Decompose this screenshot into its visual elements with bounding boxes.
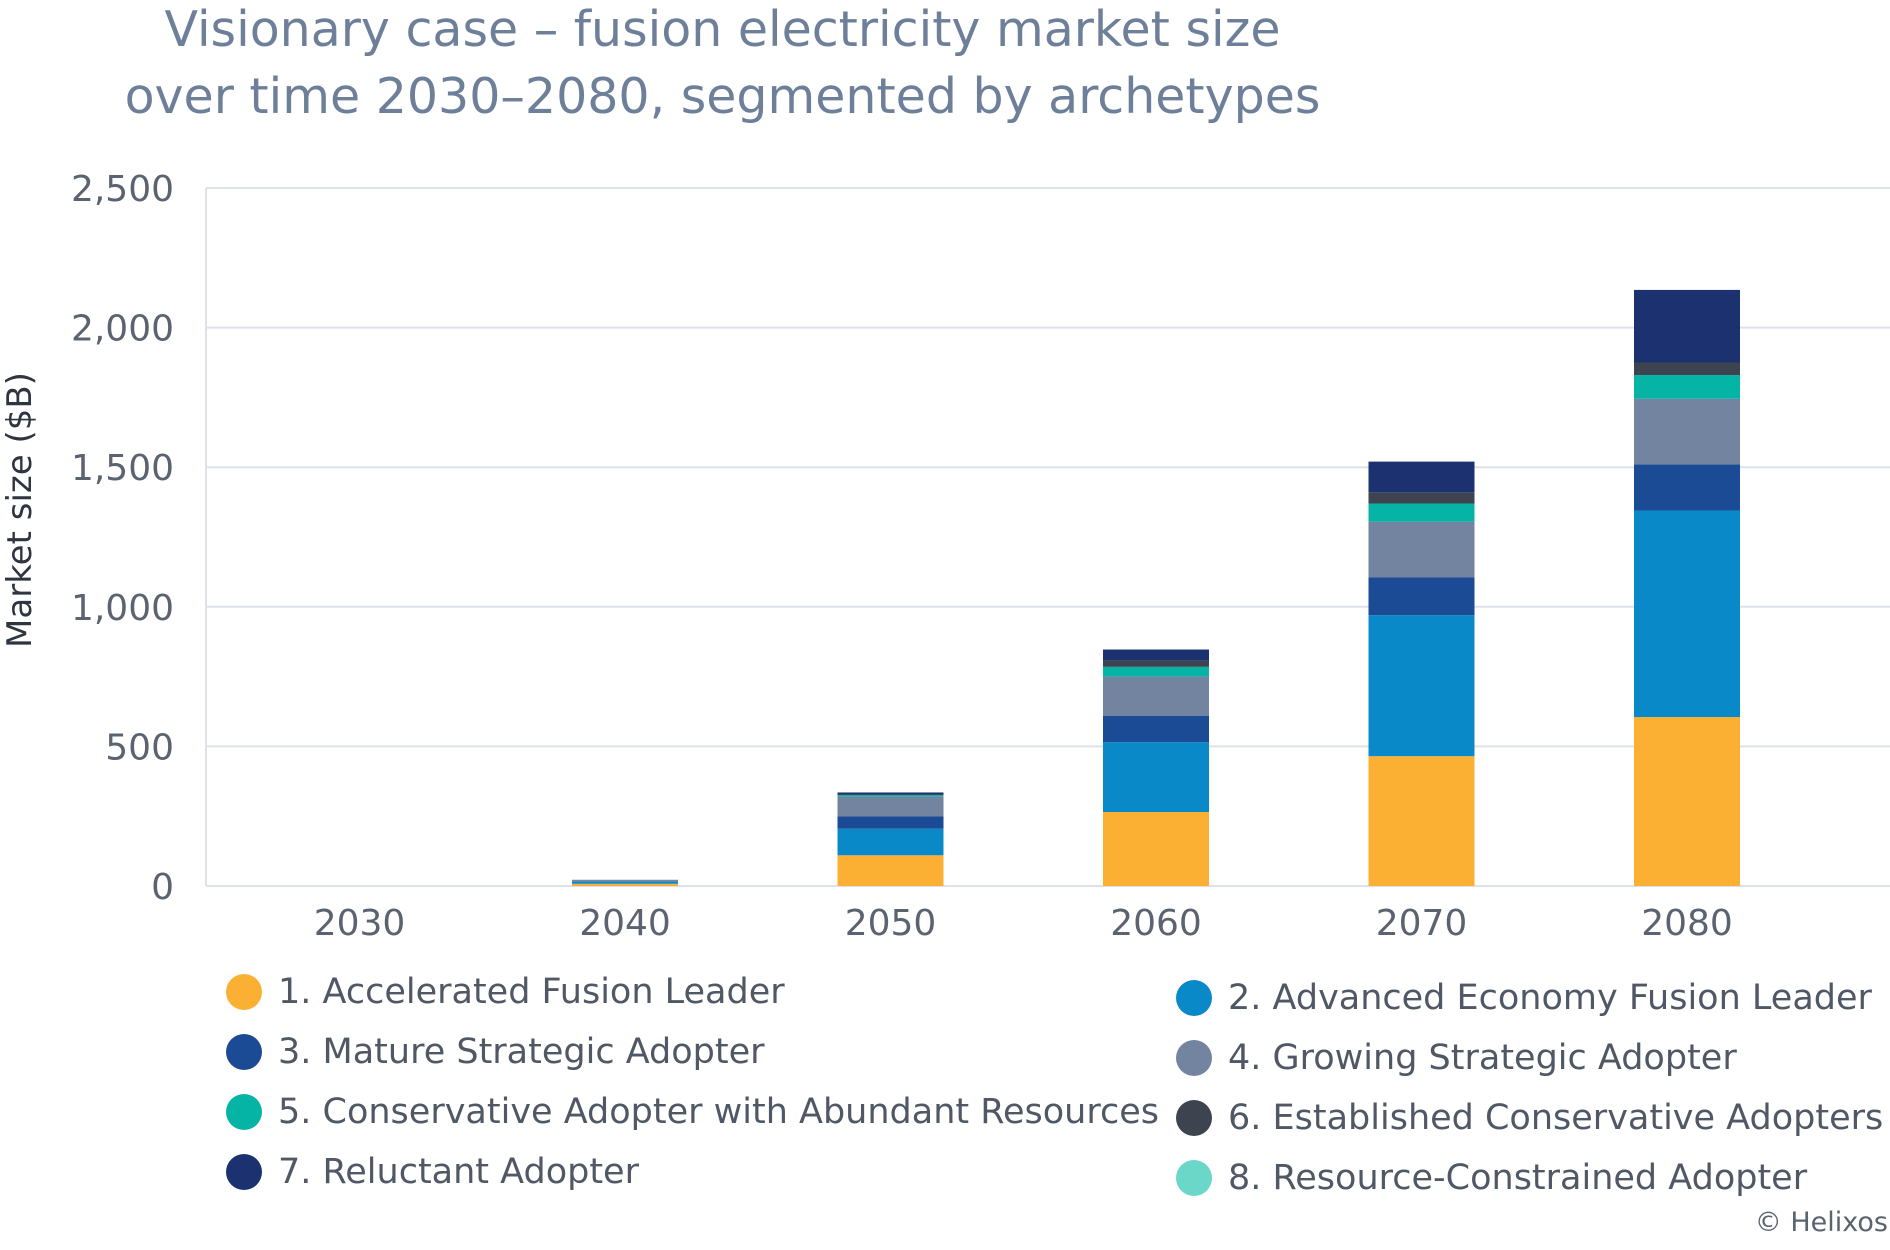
gridlines (205, 187, 1890, 887)
bar-segment (1103, 666, 1209, 677)
legend-item-1: 1. Accelerated Fusion Leader (226, 972, 785, 1012)
legend-label-2: 2. Advanced Economy Fusion Leader (1228, 978, 1872, 1018)
legend-item-7: 7. Reluctant Adopter (226, 1152, 639, 1192)
bar-segment (837, 828, 944, 856)
bar-segment (1103, 649, 1209, 661)
x-tick-label: 2060 (1110, 903, 1202, 944)
bar-segment (1634, 717, 1740, 886)
bar-segment (837, 855, 944, 886)
bar-segment (1634, 362, 1740, 376)
x-tick-labels: 2030 2040 2050 2060 2070 2080 (314, 903, 1733, 944)
y-tick-label: 1,000 (71, 588, 174, 629)
bar-segment (1634, 289, 1740, 363)
legend-label-5: 5. Conservative Adopter with Abundant Re… (278, 1092, 1159, 1132)
legend-item-6: 6. Established Conservative Adopters (1176, 1098, 1883, 1138)
legend-swatch-6 (1176, 1100, 1212, 1136)
x-tick-label: 2070 (1376, 903, 1468, 944)
legend-label-4: 4. Growing Strategic Adopter (1228, 1038, 1737, 1078)
bar-segment (837, 794, 944, 796)
legend-swatch-3 (226, 1034, 262, 1070)
y-axis-title: Market size ($B) (0, 372, 40, 648)
bar-segment (1368, 461, 1475, 493)
legend-swatch-8 (1176, 1160, 1212, 1196)
bar-segment (1103, 676, 1209, 716)
y-tick-label: 500 (105, 727, 174, 768)
bar-segment (1368, 577, 1475, 616)
y-tick-labels: 0 500 1,000 1,500 2,000 2,500 (71, 169, 174, 908)
y-tick-label: 0 (151, 867, 174, 908)
bar-segment (1368, 503, 1475, 522)
x-tick-label: 2050 (845, 903, 937, 944)
legend-item-3: 3. Mature Strategic Adopter (226, 1032, 765, 1072)
chart-title-line-2: over time 2030–2080, segmented by archet… (124, 68, 1321, 125)
legend-label-8: 8. Resource-Constrained Adopter (1228, 1158, 1808, 1198)
bar-segment (1634, 375, 1740, 399)
legend-label-7: 7. Reluctant Adopter (278, 1152, 639, 1192)
bar-segment (1634, 464, 1740, 511)
bar-segment (1103, 660, 1209, 667)
bar-segment (572, 883, 678, 886)
y-tick-label: 1,500 (71, 448, 174, 489)
bar-segment (837, 796, 944, 817)
bar-segment (1368, 756, 1475, 886)
legend-swatch-4 (1176, 1040, 1212, 1076)
bar-segment (837, 795, 944, 797)
bar-segment (1368, 521, 1475, 578)
legend-label-6: 6. Established Conservative Adopters (1228, 1098, 1884, 1138)
chart-title: Visionary case – fusion electricity mark… (0, 0, 1445, 130)
bar-segment (572, 881, 678, 882)
legend-swatch-7 (226, 1154, 262, 1190)
copyright-credit: © Helixos (1754, 1207, 1888, 1238)
x-tick-label: 2030 (314, 903, 406, 944)
x-tick-label: 2080 (1641, 903, 1733, 944)
bar-segment (1368, 615, 1475, 757)
bar-segment (572, 880, 678, 882)
bar-segment (1634, 510, 1740, 718)
chart-title-line-1: Visionary case – fusion electricity mark… (164, 1, 1281, 58)
bar-segment (1103, 742, 1209, 813)
legend-item-5: 5. Conservative Adopter with Abundant Re… (226, 1092, 1159, 1132)
y-tick-label: 2,500 (71, 169, 174, 210)
legend-label-1: 1. Accelerated Fusion Leader (278, 972, 785, 1012)
legend-swatch-2 (1176, 980, 1212, 1016)
bar-segment (837, 792, 944, 795)
legend-item-2: 2. Advanced Economy Fusion Leader (1176, 978, 1872, 1018)
stacked-bars (572, 289, 1740, 886)
bar-segment (1103, 812, 1209, 886)
bar-segment (1368, 492, 1475, 504)
x-tick-label: 2040 (579, 903, 671, 944)
bar-segment (1634, 398, 1740, 465)
bar-segment (572, 881, 678, 884)
legend-item-8: 8. Resource-Constrained Adopter (1176, 1158, 1807, 1198)
y-tick-label: 2,000 (71, 309, 174, 350)
legend-swatch-5 (226, 1094, 262, 1130)
bar-segment (1103, 715, 1209, 743)
legend-label-3: 3. Mature Strategic Adopter (278, 1032, 765, 1072)
legend-item-4: 4. Growing Strategic Adopter (1176, 1038, 1737, 1078)
bar-segment (837, 816, 944, 829)
legend-swatch-1 (226, 974, 262, 1010)
